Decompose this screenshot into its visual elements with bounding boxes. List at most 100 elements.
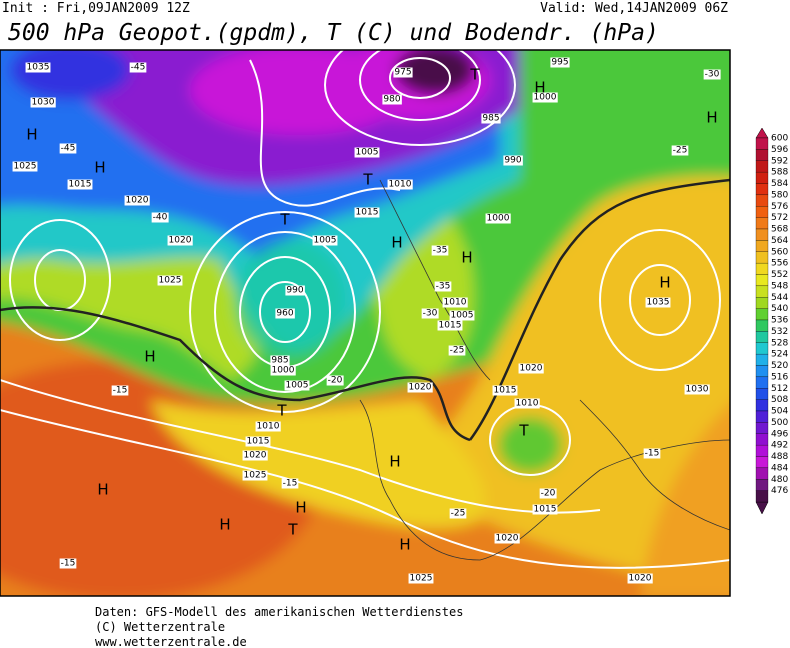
label-box [67,179,93,190]
label-box [408,573,434,584]
pressure-center: T [279,211,290,229]
footer-line: (C) Wetterzentrale [95,620,225,634]
colorbar-swatch [755,479,769,491]
label-box [449,508,467,519]
init-time: Init : Fri,09JAN2009 12Z [2,1,190,16]
colorbar-label: 560 [771,247,788,257]
label-box [539,488,557,499]
colorbar-swatch [755,456,769,469]
label-box [387,179,413,190]
contour-label: -45 [61,144,76,154]
colorbar-swatch [755,262,769,275]
colorbar-swatch [755,285,769,298]
label-box [481,113,501,124]
colorbar-label: 476 [771,486,788,496]
colorbar-label: 540 [771,304,788,314]
pressure-center: H [26,126,37,144]
contour-label: 1005 [356,148,379,158]
colorbar-label: 496 [771,429,788,439]
contour-label: 1005 [314,236,337,246]
label-box [255,421,281,432]
colorbar-label: 512 [771,384,788,394]
colorbar-swatch [755,149,769,161]
contour-label: 1025 [14,162,37,172]
temperature-field [0,50,730,596]
colorbar-label: 504 [771,407,788,417]
label-box [684,384,710,395]
label-box [326,375,344,386]
colorbar-swatch [755,342,769,355]
colorbar-swatch [755,137,769,150]
valid-time: Valid: Wed,14JAN2009 06Z [540,1,728,16]
colorbar-swatch [755,228,769,241]
colorbar-swatch [755,217,769,230]
contour-label: -30 [423,309,438,319]
contour-label: 1030 [32,98,55,108]
contour-label: 1010 [389,180,412,190]
colorbar-swatch [755,240,769,252]
colorbar-swatch [755,422,769,434]
label-box [30,97,56,108]
colorbar: 6005965925885845805765725685645605565525… [755,127,788,515]
label-box [270,355,290,366]
contour-label: -15 [283,479,298,489]
pressure-center: H [389,453,400,471]
label-box [532,92,558,103]
contour-label: 1000 [487,214,510,224]
colorbar-label: 592 [771,156,788,166]
contour-label: 1035 [647,298,670,308]
colorbar-swatch [755,444,769,457]
contour-label: -25 [451,509,466,519]
label-box [281,478,299,489]
contour-label: -35 [433,246,448,256]
pressure-center: H [659,274,670,292]
colorbar-swatch [755,399,769,412]
label-box [703,69,721,80]
colorbar-label: 588 [771,168,788,178]
colorbar-swatch [755,171,769,184]
label-box [492,385,518,396]
colorbar-label: 596 [771,145,788,155]
colorbar-label: 532 [771,327,788,337]
colorbar-label: 508 [771,395,788,405]
colorbar-label: 564 [771,236,788,246]
label-box [494,533,520,544]
contour-label: 990 [286,286,303,296]
label-box [354,207,380,218]
label-box [442,297,468,308]
colorbar-label: 492 [771,441,788,451]
colorbar-cap-top [755,127,769,139]
label-box [643,448,661,459]
label-box [485,213,511,224]
contour-label: 1015 [247,437,270,447]
label-box [111,385,129,396]
pressure-center: T [362,171,373,189]
map-title: 500 hPa Geopot.(gpdm), T (C) und Bodendr… [8,20,659,46]
label-box [407,382,433,393]
coastlines [359,179,730,561]
label-box [167,235,193,246]
contour-label: 1005 [286,381,309,391]
label-box [532,504,558,515]
colorbar-label: 568 [771,225,788,235]
pressure-center: H [461,249,472,267]
contour-label: 975 [394,68,411,78]
contour-label: 1015 [439,321,462,331]
label-box [421,308,439,319]
contour-label: 1020 [520,364,543,374]
label-box [312,235,338,246]
label-box [449,310,475,321]
contour-label: 985 [271,356,288,366]
colorbar-swatch [755,433,769,446]
label-box [151,212,169,223]
colorbar-swatch [755,319,769,332]
colorbar-label: 528 [771,338,788,348]
contour-label: 1020 [496,534,519,544]
colorbar-label: 544 [771,293,788,303]
contour-label: 1010 [257,422,280,432]
label-box [627,573,653,584]
label-box [382,94,402,105]
label-box [518,363,544,374]
colorbar-swatch [755,194,769,207]
label-box [354,147,380,158]
